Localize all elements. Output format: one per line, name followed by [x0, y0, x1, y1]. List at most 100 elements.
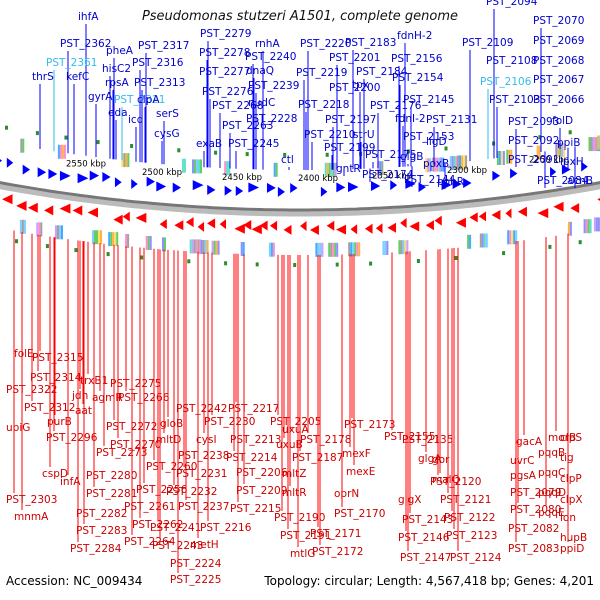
bottom-gene-label: jdh: [71, 390, 88, 402]
bottom-gene-label: PST_2205: [270, 416, 321, 428]
bottom-gene-label: gloB: [160, 418, 183, 430]
plus-cog-strip: [440, 157, 443, 172]
plus-cog-strip: [442, 157, 445, 172]
bottom-gene-label: PST_2238: [178, 450, 229, 462]
minus-cog-strip: [515, 230, 518, 245]
plus-cog-strip: [594, 137, 597, 152]
top-gene-label: PST_2228: [246, 113, 297, 125]
bottom-gene-label: PST_2190: [274, 512, 325, 524]
top-gene-label: PST_2276: [202, 86, 254, 98]
bottom-gene-label: oprN: [334, 488, 359, 500]
minus-cog-strip: [382, 241, 385, 255]
plus-cog-strip: [181, 158, 184, 173]
bottom-gene-label: hupB: [560, 532, 587, 544]
plus-strand-gene: [89, 170, 100, 181]
plus-cog-strip: [125, 153, 128, 168]
plus-strand-gene: [22, 164, 31, 175]
bottom-gene-label: PST_2171: [310, 528, 361, 540]
plus-cog-strip: [432, 157, 435, 172]
minus-strand-gene: [387, 222, 397, 233]
minus-cog-strip: [125, 234, 128, 248]
top-gene-label: exaB: [196, 138, 222, 150]
minus-cog-strip: [315, 242, 318, 257]
minus-cog-strip: [483, 233, 486, 248]
minus-cog-strip: [485, 233, 488, 248]
plus-cog-strip: [498, 151, 501, 165]
plus-strand-gene: [37, 167, 47, 178]
outer-marker: [406, 149, 410, 154]
minus-cog-strip: [406, 240, 409, 255]
plus-cog-strip: [194, 159, 196, 174]
bottom-gene-label: PST_2082: [508, 523, 559, 535]
minus-strand-gene: [207, 218, 216, 229]
plus-strand-gene: [192, 180, 204, 191]
minus-strand-gene: [251, 224, 262, 235]
bottom-gene-label: PST_2170: [334, 508, 385, 520]
inner-marker: [293, 263, 297, 267]
plus-cog-strip: [463, 155, 466, 170]
top-gene-label: PST_2093: [508, 116, 559, 128]
minus-cog-strip: [479, 233, 482, 248]
minus-cog-strip: [585, 219, 588, 234]
minus-cog-strip: [511, 230, 514, 245]
top-gene-label: ctl: [281, 154, 294, 166]
bottom-gene-label: PST_2237: [178, 501, 229, 513]
plus-cog-strip: [434, 157, 437, 172]
plus-strand-gene: [452, 179, 462, 190]
bottom-gene-label: PST_2173: [344, 419, 395, 431]
top-gene-label: fdnH-2: [397, 30, 432, 42]
bottom-gene-label: PST_2273: [96, 447, 147, 459]
bottom-gene-label: PST_2225: [170, 574, 221, 586]
outer-marker: [64, 135, 68, 140]
bottom-gene-label: mltZ: [282, 468, 306, 480]
top-gene-label: PST_2109: [462, 37, 513, 49]
bottom-gene-label: cysI: [196, 434, 217, 446]
top-gene-label: PST_2279: [200, 28, 251, 40]
bottom-gene-label: malQ: [432, 474, 460, 486]
plus-strand-gene: [235, 186, 244, 197]
minus-cog-strip: [213, 240, 216, 255]
plus-strand-gene: [492, 170, 501, 181]
plus-cog-strip: [538, 145, 541, 160]
bottom-gene-label: mltR: [282, 487, 307, 499]
plus-cog-strip: [330, 162, 333, 177]
minus-cog-strip: [100, 230, 102, 245]
minus-strand-gene: [259, 220, 268, 231]
plus-cog-strip: [561, 142, 564, 157]
scale-tick-label: 2250 kbp: [529, 156, 569, 166]
minus-cog-strip: [204, 240, 207, 254]
top-gene-label: fdnI-2: [395, 113, 426, 125]
minus-cog-strip: [317, 242, 320, 257]
bottom-gene-label: PST_2256: [136, 484, 188, 496]
top-gene-label: ppiB: [557, 137, 580, 149]
minus-strand-gene: [72, 205, 83, 216]
plus-cog-strip: [436, 157, 439, 172]
plus-strand-gene: [561, 164, 571, 175]
bottom-gene-label: PST_2209: [236, 485, 287, 497]
minus-cog-strip: [350, 242, 353, 257]
bottom-gene-label: uxuA: [282, 424, 310, 436]
outer-marker: [96, 140, 100, 145]
bottom-gene-label: ppiD: [560, 543, 584, 555]
bottom-gene-label: cspD: [42, 468, 68, 480]
top-gene-label: pobR: [437, 176, 464, 188]
plus-strand-gene: [114, 177, 122, 188]
bottom-gene-label: PST_2143: [402, 514, 453, 526]
minus-cog-strip: [270, 242, 273, 257]
inner-marker: [224, 261, 228, 266]
minus-strand-gene: [505, 208, 512, 219]
bottom-gene-label: pqqE: [538, 507, 565, 519]
minus-strand-gene: [300, 221, 307, 231]
minus-strand-gene: [135, 212, 147, 223]
top-gene-label: PST_2176: [370, 100, 422, 112]
minus-strand-gene: [409, 221, 420, 232]
plus-cog-strip: [127, 153, 130, 168]
plus-cog-strip: [328, 162, 331, 177]
plus-strand-gene: [336, 182, 346, 193]
minus-cog-strip: [23, 219, 26, 234]
bottom-gene-label: PST_2261: [124, 501, 175, 513]
top-gene-label: PST_2094: [486, 0, 538, 8]
inner-marker: [187, 259, 191, 264]
top-gene-label: PST_2092: [508, 135, 559, 147]
bottom-gene-label: agmR: [92, 392, 123, 404]
